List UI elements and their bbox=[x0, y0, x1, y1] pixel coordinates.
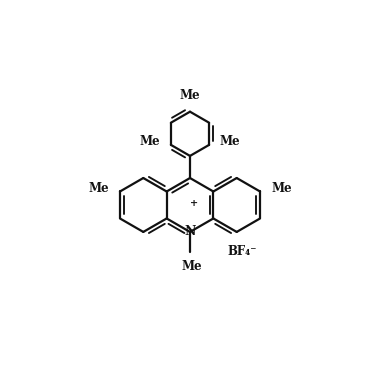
Text: Me: Me bbox=[182, 260, 202, 273]
Text: Me: Me bbox=[271, 182, 292, 195]
Text: BF₄⁻: BF₄⁻ bbox=[228, 245, 257, 258]
Text: N: N bbox=[184, 225, 196, 238]
Text: Me: Me bbox=[140, 135, 160, 148]
Text: +: + bbox=[190, 199, 199, 207]
Text: Me: Me bbox=[180, 89, 200, 103]
Text: Me: Me bbox=[220, 135, 240, 148]
Text: Me: Me bbox=[88, 182, 109, 195]
